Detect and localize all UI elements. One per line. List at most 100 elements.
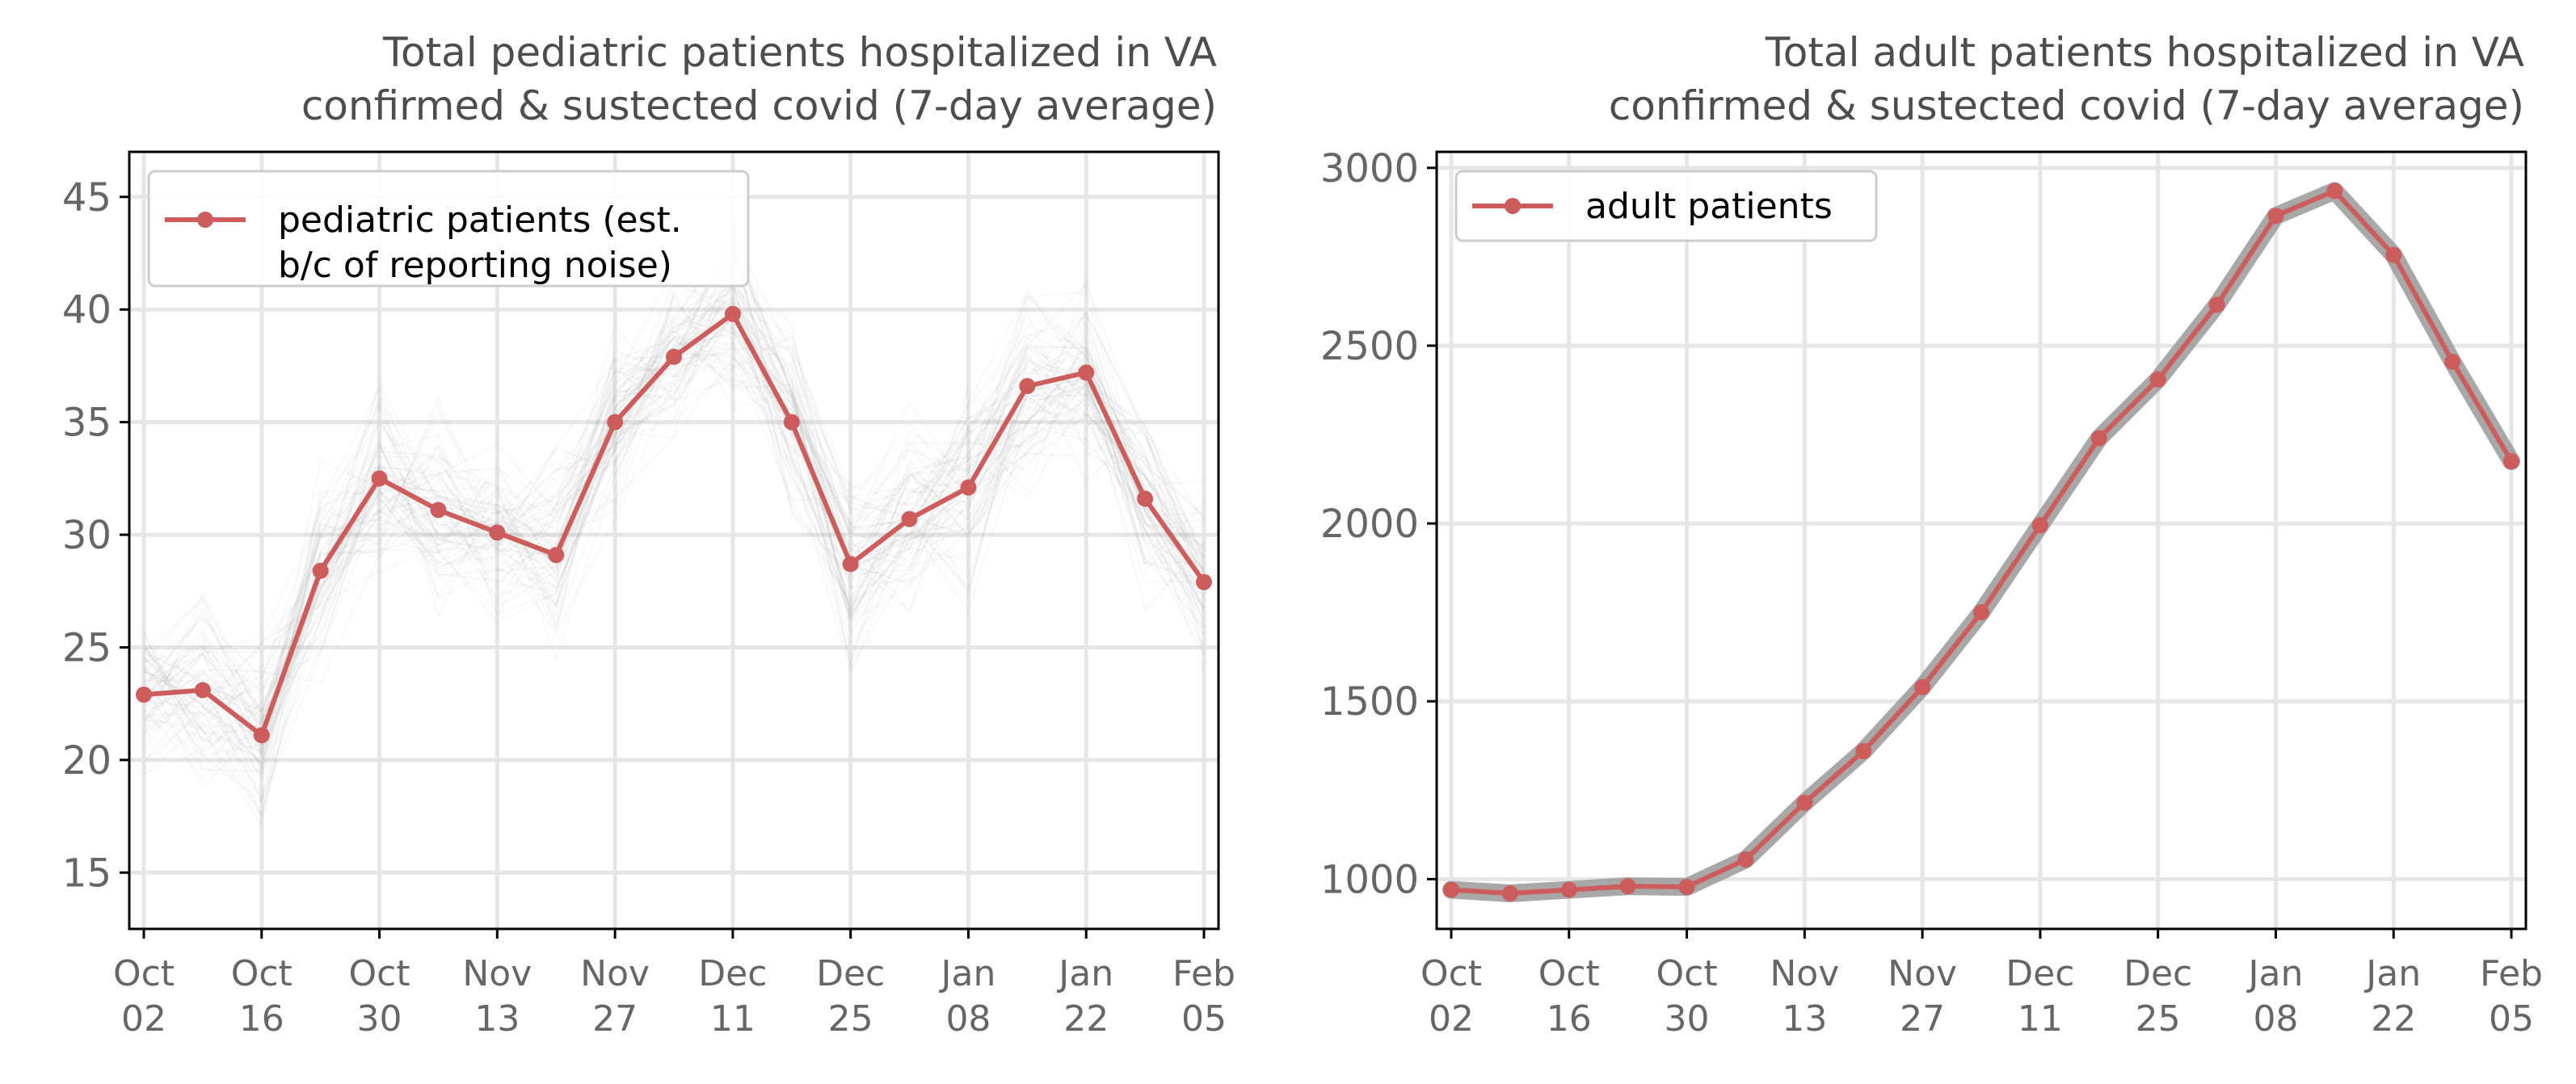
x-tick-label: Jan 08 [2246,953,2304,1040]
data-point [1078,364,1095,381]
ensemble-trace [143,347,1205,752]
ensemble-trace [143,285,1205,726]
data-point [960,479,977,496]
data-point [194,682,211,699]
ensemble-trace [143,303,1205,704]
data-point [2503,453,2519,470]
ensemble-trace [143,337,1205,693]
data-point [724,305,741,322]
uncertainty-band [1442,182,2520,902]
data-point [1855,742,1872,759]
ensemble-trace [143,315,1205,763]
ensemble-trace [143,272,1205,828]
data-point [2267,208,2284,225]
y-tick-label: 1000 [1320,857,1419,902]
data-point [1560,881,1577,898]
ensemble-trace [143,278,1205,747]
y-tick-label: 40 [62,288,112,333]
ensemble-trace [143,291,1205,750]
data-point [1737,851,1754,868]
plot-frame [128,150,1220,931]
ensemble-trace [143,303,1205,805]
data-point [2031,517,2048,534]
data-point [1914,679,1931,695]
data-point [548,547,565,564]
data-point [253,727,270,744]
ensemble-trace [143,344,1205,720]
data-point [1678,879,1695,896]
ensemble-trace [143,246,1205,775]
ensemble-trace [143,296,1205,697]
data-point [607,414,624,431]
x-tick-label: Nov 13 [462,953,532,1040]
data-point [1501,884,1518,901]
ensemble-trace [143,325,1205,771]
data-point [371,470,388,487]
legend: adult patients [1454,170,1878,242]
x-tick-label: Dec 25 [816,953,885,1040]
ensemble-trace [143,219,1205,724]
ensemble-trace [143,228,1205,772]
chart-title: Total adult patients hospitalized in VA c… [1609,29,2524,129]
ensemble-trace [143,300,1205,735]
ensemble-trace [143,244,1205,775]
x-tick-label: Oct 02 [113,953,175,1040]
data-point [1019,377,1036,394]
data-point [489,524,506,541]
data-point [136,687,152,704]
ensemble-trace [143,305,1205,802]
series-line [1450,188,2514,896]
ensemble-trace [143,267,1205,742]
legend-box [1454,170,1878,242]
data-point [2326,183,2343,200]
data-point [1973,604,1989,621]
data-point [1196,574,1212,590]
x-tick-label: Dec 25 [2124,953,2192,1040]
data-point [666,348,682,365]
ensemble-trace [143,300,1205,756]
ensemble-trace [143,296,1205,737]
ensemble-trace [143,242,1205,755]
x-tick-label: Oct 02 [1421,953,1482,1040]
ensemble-trace [143,316,1205,781]
ensemble-trace [143,254,1205,804]
ensemble-trace [143,342,1205,820]
legend: pediatric patients (est. b/c of reporting… [147,170,750,288]
ensemble-trace [143,333,1205,727]
x-tick-label: Oct 30 [1656,953,1718,1040]
y-tick-label: 45 [62,175,112,221]
legend-label: adult patients [1585,186,1833,227]
x-tick-label: Nov 27 [580,953,650,1040]
x-tick-label: Feb 05 [2480,953,2543,1040]
x-tick-label: Jan 22 [2363,953,2421,1040]
data-point [2385,246,2402,263]
legend-marker [1505,198,1521,214]
data-point [1137,490,1154,507]
x-tick-label: Nov 13 [1770,953,1839,1040]
data-point [2090,430,2107,447]
ensemble-trace [143,334,1205,717]
data-point [842,556,859,573]
legend-box [147,170,750,288]
y-tick-label: 25 [62,625,112,670]
y-tick-label: 3000 [1320,146,1419,191]
y-tick-label: 15 [62,851,112,896]
y-tick-label: 1500 [1320,679,1419,725]
ensemble-trace [143,317,1205,753]
ensemble-trace [143,289,1205,706]
ensemble-trace [143,283,1205,746]
data-point [1796,794,1813,811]
data-point [783,414,800,431]
y-tick-label: 30 [62,513,112,558]
ensemble-trace [143,334,1205,721]
chart-panel-2: 1000 1500 2000 2500 3000 Oct 02 Oct 16 Oct 30 Nov 13… [1320,29,2543,1040]
legend-marker [197,212,213,228]
data-point [1443,881,1459,898]
x-tick-label: Oct 30 [349,953,410,1040]
chart-title: Total pediatric patients hospitalized in… [301,29,1217,129]
data-point [901,510,918,527]
ensemble-trace [143,337,1205,715]
y-tick-label: 2500 [1320,324,1419,369]
x-tick-label: Dec 11 [698,953,767,1040]
